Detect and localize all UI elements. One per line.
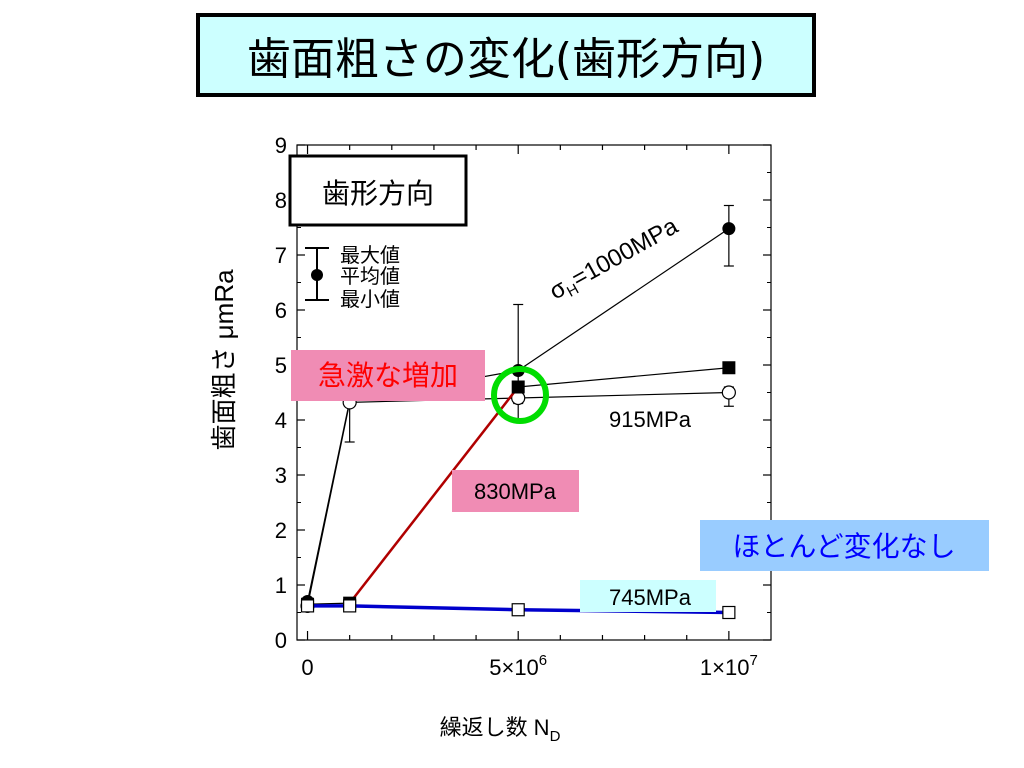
data-point <box>511 603 525 617</box>
data-point <box>300 599 315 613</box>
y-axis-label: 歯面粗さ μmRa <box>209 269 239 451</box>
data-point <box>511 380 525 394</box>
y-tick-label: 1 <box>275 573 287 598</box>
y-tick-label: 7 <box>275 243 287 268</box>
data-point <box>343 599 357 613</box>
y-tick-label: 4 <box>275 408 287 433</box>
x-tick-label: 0 <box>301 655 313 680</box>
series-line <box>517 228 730 371</box>
series-line <box>518 367 729 388</box>
legend-max: 最大値 <box>340 244 400 267</box>
x-tick-label: 5×106 <box>489 652 547 680</box>
label-915: 915MPa <box>609 407 692 432</box>
y-tick-label: 8 <box>275 188 287 213</box>
x-axis: 0 5×106 1×107 <box>301 145 758 680</box>
data-point <box>722 361 736 375</box>
rapid-increase-label: 急激な増加 <box>318 360 458 391</box>
label-830-box <box>452 470 579 512</box>
legend-marker <box>311 269 323 281</box>
series-line <box>306 402 351 607</box>
no-change-label: ほとんど変化なし <box>732 531 955 562</box>
series-line <box>348 386 520 604</box>
inset-label: 歯形方向 <box>322 178 434 209</box>
series-line <box>307 602 350 605</box>
legend-avg: 平均値 <box>340 265 400 288</box>
series-line <box>349 604 519 612</box>
label-745: 745MPa <box>609 585 692 610</box>
x-tick-label: 1×107 <box>700 652 758 680</box>
sigma-label: σH=1000MPa <box>545 212 685 308</box>
series-line <box>518 391 729 399</box>
y-tick-label: 2 <box>275 518 287 543</box>
rapid-increase-box <box>291 350 485 401</box>
legend-min: 最小値 <box>340 288 400 311</box>
y-tick-label: 6 <box>275 298 287 323</box>
slide-title: 歯面粗さの変化(歯形方向) <box>196 13 816 97</box>
no-change-box <box>700 520 989 571</box>
inset-label-box <box>288 154 468 227</box>
series-layer <box>300 204 736 620</box>
y-tick-label: 5 <box>275 353 287 378</box>
y-tick-label: 9 <box>275 133 287 158</box>
data-point <box>721 385 736 400</box>
label-745-box <box>580 580 716 612</box>
x-axis-label: 繰返し数 ND <box>440 715 561 745</box>
series-830MPa <box>301 361 736 611</box>
y-tick-label: 3 <box>275 463 287 488</box>
highlight-circle <box>491 366 549 424</box>
y-axis: 0 1 2 3 4 5 6 7 8 9 <box>275 133 771 653</box>
data-point <box>722 605 736 620</box>
y-tick-label: 0 <box>275 628 287 653</box>
data-point <box>722 222 736 236</box>
label-830: 830MPa <box>474 479 557 504</box>
